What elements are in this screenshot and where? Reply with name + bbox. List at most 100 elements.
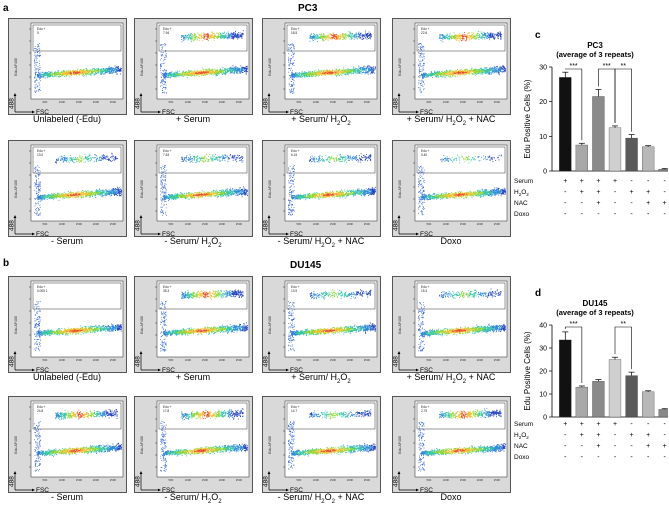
svg-text:250K: 250K: [110, 100, 117, 104]
condition-cell: +: [646, 200, 650, 207]
pc3-flow-panel: Edu-AF488 50K 100K 150K 200K 250K Edu +0 488 FSC: [8, 18, 127, 115]
du145-bar: [592, 381, 605, 418]
svg-text:150K: 150K: [460, 100, 467, 104]
gate-label: Edu +: [421, 285, 430, 289]
condition-cell: -: [581, 443, 584, 450]
gate-label: Edu +: [163, 27, 172, 31]
y-tick-label: 10: [539, 134, 547, 141]
condition-cell: -: [647, 421, 650, 428]
gate-value: 6.24: [291, 153, 297, 157]
y-tick-label: 10: [539, 392, 547, 399]
du145-panel-caption: - Serum/ H2O2: [118, 492, 268, 505]
y-tick-label: 40: [539, 323, 547, 330]
x-axis-fsc-label: FSC: [290, 487, 303, 492]
condition-cell: -: [597, 211, 600, 218]
du145-chart-subtitle: (average of 3 repeats): [556, 308, 634, 317]
condition-cell: +: [596, 421, 600, 428]
svg-text:Edu-AF488: Edu-AF488: [14, 58, 18, 76]
condition-cell: -: [564, 454, 567, 461]
x-axis-fsc-label: FSC: [36, 367, 49, 372]
svg-text:Edu-AF488: Edu-AF488: [268, 58, 272, 76]
y-tick-label: 0: [543, 415, 547, 422]
du145-chart-title: DU145: [583, 299, 608, 308]
condition-cell: -: [564, 200, 567, 207]
condition-cell: -: [597, 454, 600, 461]
y-tick-label: 30: [539, 346, 547, 353]
pc3-chart-title: PC3: [587, 41, 603, 50]
du145-panel-caption: - Serum: [0, 492, 142, 502]
du145-panel-caption: + Serum/ H2O2 + NAC: [376, 372, 526, 385]
pc3-bar: [642, 146, 655, 172]
condition-cell: +: [663, 200, 667, 207]
condition-cell: +: [580, 432, 584, 439]
condition-cell: +: [630, 432, 634, 439]
gate-label: Edu +: [421, 27, 430, 31]
y-axis-488-label: 488: [135, 220, 142, 231]
pc3-section-title: PC3: [298, 3, 317, 14]
svg-text:50K: 50K: [169, 100, 174, 104]
du145-bar: [608, 359, 622, 418]
svg-text:100K: 100K: [313, 100, 320, 104]
condition-cell: -: [614, 432, 617, 439]
du145-flow-panel: Edu-AF488 50K 100K 150K 200K 250K Edu +0.005 1…: [8, 276, 127, 373]
svg-text:200K: 200K: [93, 100, 100, 104]
gate-label: Edu +: [421, 405, 430, 409]
du145-section-title: DU145: [290, 260, 321, 271]
svg-text:200K: 200K: [477, 100, 484, 104]
gate-value: 22.6: [421, 31, 427, 35]
pc3-flow-panel: Edu-AF488 50K 100K 150K 200K 250K Edu +0.40 488…: [392, 140, 511, 237]
condition-cell: -: [564, 189, 567, 196]
pc3-panel-caption: Unlabeled (-Edu): [0, 114, 142, 124]
gate-value: 7.94: [163, 31, 169, 35]
condition-cell: -: [614, 211, 617, 218]
condition-cell: +: [630, 189, 634, 196]
x-axis-fsc-label: FSC: [290, 367, 303, 372]
svg-text:250K: 250K: [236, 100, 243, 104]
svg-text:200K: 200K: [347, 100, 354, 104]
pc3-y-axis-label: Edu Positive Cells (%): [523, 79, 532, 158]
svg-text:50K: 50K: [427, 100, 432, 104]
condition-row-label: Doxo: [514, 454, 530, 461]
du145-panel-caption: + Serum/ H2O2: [246, 372, 396, 385]
significance-label: ***: [569, 63, 577, 70]
scatter-plot: Edu-AF488 50K 100K 150K 200K 250K Edu +0 488 FSC: [9, 22, 124, 114]
panel-letter-b: b: [3, 258, 9, 269]
pc3-panel-caption: + Serum: [118, 114, 268, 124]
svg-text:100K: 100K: [59, 100, 66, 104]
significance-bracket: [614, 326, 632, 370]
y-axis-488-label: 488: [9, 476, 16, 487]
pc3-flow-panel: Edu-AF488 50K 100K 150K 200K 250K Edu +22.6 488…: [392, 18, 511, 115]
significance-label: ***: [603, 63, 611, 70]
du145-flow-panel: Edu-AF488 50K 100K 150K 200K 250K Edu +35.3 488…: [134, 276, 253, 373]
pc3-bar: [658, 169, 668, 172]
condition-cell: +: [563, 421, 567, 428]
gate-label: Edu +: [291, 27, 300, 31]
gate-label: Edu +: [291, 149, 300, 153]
condition-cell: +: [646, 443, 650, 450]
condition-cell: +: [580, 189, 584, 196]
x-axis-fsc-label: FSC: [162, 367, 175, 372]
x-axis-fsc-label: FSC: [162, 231, 175, 236]
svg-text:150K: 150K: [330, 100, 337, 104]
gate-label: Edu +: [37, 285, 46, 289]
significance-label: **: [621, 321, 627, 328]
condition-row-label: NAC: [514, 443, 528, 450]
y-axis-488-label: 488: [393, 476, 400, 487]
condition-cell: -: [564, 211, 567, 218]
du145-panel-caption: + Serum: [118, 372, 268, 382]
gate-value: 7.63: [163, 153, 169, 157]
pc3-bar: [625, 137, 638, 172]
condition-cell: -: [664, 421, 667, 428]
y-axis-488-label: 488: [393, 220, 400, 231]
du145-bar: [625, 375, 638, 418]
y-axis-488-label: 488: [263, 98, 270, 109]
condition-cell: +: [596, 200, 600, 207]
svg-text:150K: 150K: [76, 100, 83, 104]
condition-cell: -: [630, 454, 633, 461]
svg-text:50K: 50K: [297, 100, 302, 104]
